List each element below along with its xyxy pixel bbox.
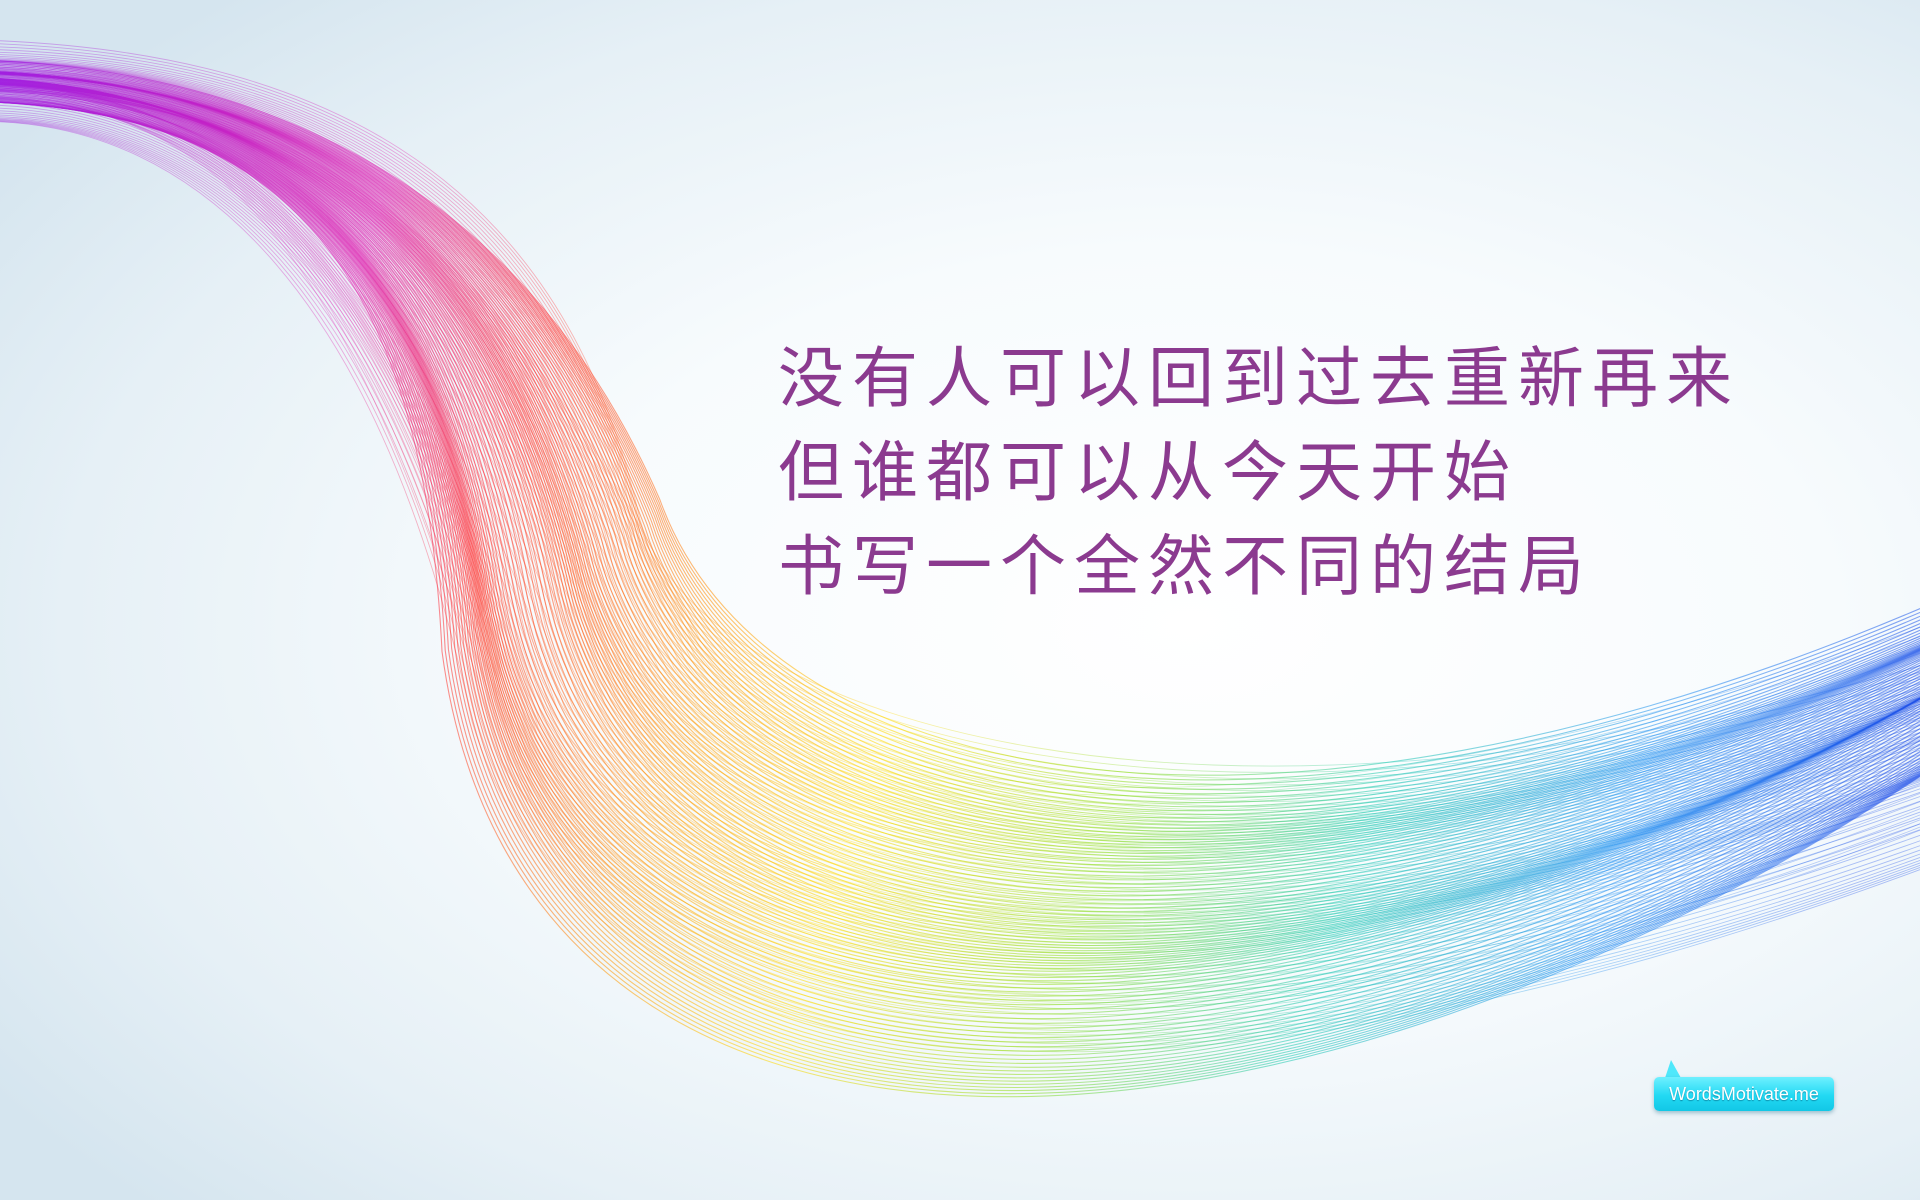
ribbon-strand [0, 66, 1920, 795]
ribbon-strand [0, 107, 1920, 1003]
ribbon-strand [0, 96, 1920, 1048]
ribbon-strand [0, 120, 1920, 1044]
ribbon-strand [0, 119, 1920, 1040]
quote-line-1: 没有人可以回到过去重新再来 [778, 340, 1740, 417]
ribbon-strand [0, 62, 1920, 845]
ribbon-strand [0, 89, 1920, 833]
brand-badge-tail [1665, 1060, 1681, 1078]
ribbon-strand [0, 82, 1920, 905]
ribbon-strand [0, 83, 1920, 913]
ribbon-strand [0, 98, 1920, 991]
ribbon-strand [0, 73, 1920, 826]
ribbon-strand [0, 88, 1920, 812]
ribbon-strand [0, 85, 1920, 845]
ribbon-strand [0, 84, 1920, 854]
brand-badge: WordsMotivate.me [1654, 1077, 1834, 1111]
ribbon-strand [0, 93, 1920, 970]
ribbon-strand [0, 54, 1920, 797]
ribbon-strand [0, 80, 1920, 788]
ribbon-strand [0, 83, 1920, 1006]
ribbon-strand [0, 62, 1920, 781]
ribbon-strand [0, 60, 1920, 830]
ribbon-strand [0, 112, 1920, 1016]
ribbon-strand [0, 98, 1920, 1001]
ribbon-strand [0, 101, 1920, 1082]
ribbon-strand [0, 81, 1920, 927]
ribbon-strand [0, 81, 1920, 922]
ribbon-strand [0, 90, 1920, 906]
ribbon-strand [0, 87, 1920, 837]
ribbon-strand [0, 71, 1920, 863]
quote-block: 没有人可以回到过去重新再来 但谁都可以从今天开始 书写一个全然不同的结局 [778, 332, 1740, 614]
ribbon-strand [0, 120, 1920, 1049]
ribbon-strand [0, 91, 1920, 902]
ribbon-strand [0, 86, 1920, 805]
ribbon-strand [0, 121, 1920, 1053]
ribbon-strand [0, 81, 1920, 997]
ribbon-strand [0, 82, 1920, 933]
ribbon-strand [0, 89, 1920, 829]
ribbon-strand [0, 85, 1920, 949]
ribbon-strand [0, 97, 1920, 1006]
ribbon-strand [0, 87, 1920, 872]
ribbon-strand [0, 76, 1920, 886]
ribbon-strand [0, 59, 1920, 816]
ribbon-strand [0, 90, 1920, 885]
ribbon-strand [0, 65, 1920, 854]
ribbon-strand [0, 84, 1920, 859]
ribbon-strand [0, 86, 1920, 841]
ribbon-strand [0, 66, 1920, 859]
ribbon-strand [0, 85, 1920, 946]
ribbon-strand [0, 87, 1920, 954]
ribbon-strand [0, 89, 1920, 819]
ribbon-strand [0, 99, 1920, 1061]
ribbon-strand [0, 72, 1920, 873]
ribbon-strand [0, 83, 1920, 797]
ribbon-strand [0, 97, 1920, 985]
ribbon-strand [0, 118, 1920, 1036]
ribbon-strand [0, 82, 1920, 947]
ribbon-strand [0, 84, 1920, 849]
ribbon-strand [0, 114, 1920, 1021]
ribbon-strand [0, 89, 1920, 959]
ribbon-strand [0, 101, 1920, 1072]
ribbon-strand [0, 90, 1920, 824]
ribbon-strand [0, 88, 1920, 909]
ribbon-strand [0, 78, 1920, 975]
ribbon-strand [0, 83, 1920, 939]
ribbon-strand [0, 83, 1920, 918]
ribbon-strand [0, 90, 1920, 962]
quote-line-3: 书写一个全然不同的结局 [778, 528, 1592, 605]
ribbon-strand [0, 56, 1920, 802]
ribbon-strand [0, 49, 1920, 786]
ribbon-strand [0, 80, 1920, 957]
ribbon-strand [0, 90, 1920, 1029]
ribbon-strand [0, 116, 1920, 1026]
ribbon-strand [0, 91, 1920, 892]
ribbon-strand [0, 57, 1920, 807]
ribbon-strand [0, 88, 1920, 879]
ribbon-strand [0, 80, 1920, 913]
ribbon-strand [0, 60, 1920, 826]
ribbon-strand [0, 63, 1920, 785]
ribbon-strand [0, 46, 1920, 780]
ribbon-strand [0, 101, 1920, 1092]
ribbon-strand [0, 61, 1920, 841]
quote-line-2: 但谁都可以从今天开始 [778, 434, 1518, 511]
ribbon-strand [0, 98, 1920, 996]
ribbon-strand [0, 96, 1920, 1010]
ribbon-strand [0, 85, 1920, 866]
ribbon-strand [0, 84, 1920, 944]
ribbon-strand [0, 91, 1920, 897]
ribbon-strand [0, 60, 1920, 819]
ribbon-strand [0, 95, 1920, 978]
ribbon-strand [0, 43, 1920, 773]
ribbon-strand [0, 60, 1920, 823]
ribbon-strand [0, 83, 1920, 926]
ribbon-strand [0, 86, 1920, 912]
ribbon-strand [0, 117, 1920, 1031]
ribbon-strand [0, 84, 1920, 915]
